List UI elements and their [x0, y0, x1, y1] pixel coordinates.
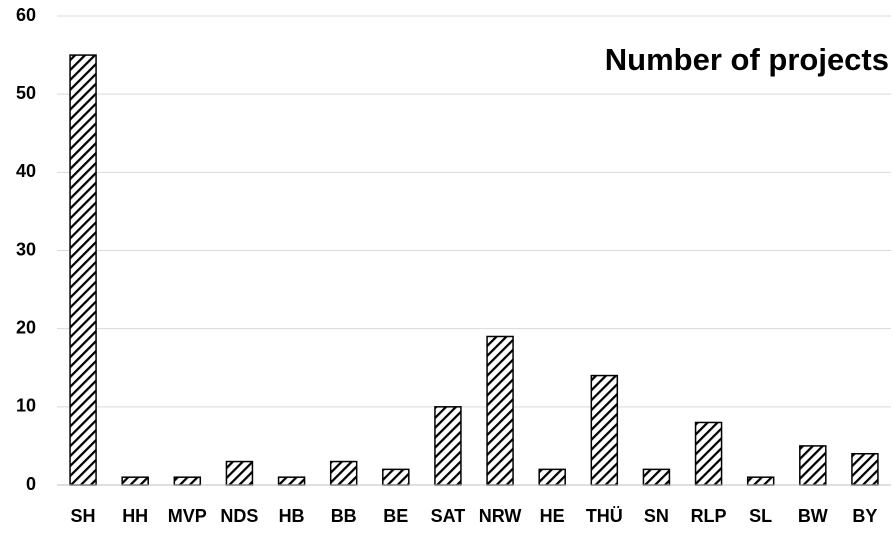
x-tick-label: SL	[749, 506, 772, 526]
y-tick-label: 20	[16, 317, 36, 337]
bar	[590, 374, 619, 486]
y-tick-label: 0	[26, 474, 36, 494]
y-tick-label: 10	[16, 396, 36, 416]
x-tick-label: SN	[644, 506, 669, 526]
x-tick-label: BB	[331, 506, 357, 526]
bar	[69, 54, 97, 486]
x-tick-label: BW	[798, 506, 828, 526]
bar	[329, 460, 358, 486]
y-tick-label: 60	[16, 5, 36, 25]
bar	[173, 476, 202, 486]
x-tick-label: HE	[540, 506, 565, 526]
bar	[121, 476, 149, 486]
bar	[486, 335, 514, 486]
bar	[746, 476, 775, 486]
x-tick-label: THÜ	[586, 506, 623, 526]
title-background	[525, 40, 893, 90]
bar	[382, 468, 410, 486]
x-tick-label: BY	[852, 506, 877, 526]
x-tick-label: HH	[122, 506, 148, 526]
y-tick-label: 50	[16, 83, 36, 103]
chart-title: Number of projects	[605, 42, 889, 77]
bar	[799, 445, 827, 486]
x-tick-label: RLP	[691, 506, 727, 526]
bar	[694, 421, 723, 486]
x-tick-label: HB	[279, 506, 305, 526]
y-tick-label: 30	[16, 239, 36, 259]
x-tick-label: SH	[71, 506, 96, 526]
bar	[277, 476, 306, 486]
bar	[851, 452, 879, 486]
x-tick-label: BE	[383, 506, 408, 526]
bar	[225, 460, 254, 486]
bar	[538, 468, 566, 486]
x-tick-label: SAT	[431, 506, 466, 526]
bar	[434, 406, 462, 486]
x-tick-label: NRW	[479, 506, 522, 526]
y-tick-label: 40	[16, 161, 36, 181]
x-tick-label: NDS	[220, 506, 258, 526]
x-tick-label: MVP	[168, 506, 207, 526]
bar	[642, 468, 671, 486]
